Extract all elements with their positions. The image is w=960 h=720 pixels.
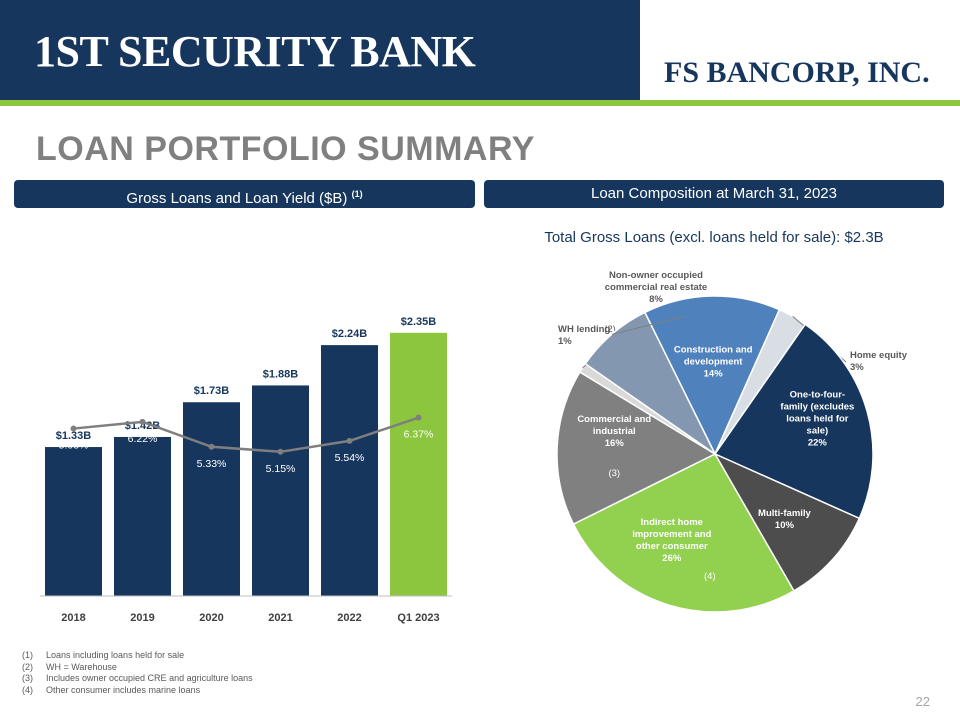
bar-value-label: $2.24B [332, 328, 368, 340]
pie-slice-non-owner-occupied-commercial-real-estate [584, 311, 716, 455]
x-tick-label: 2020 [199, 612, 223, 624]
bar-2020 [183, 402, 240, 596]
pie-footnote-ref: (4) [704, 571, 716, 582]
pie-slice-label: WH lending [558, 324, 610, 335]
pie-slice-label: development [684, 356, 743, 367]
x-tick-label: 2021 [268, 612, 292, 624]
yield-label: 6.22% [128, 433, 158, 445]
company-logo: FS BANCORP, INC. [664, 56, 930, 89]
loans-chart-title: Gross Loans and Loan Yield ($B) [126, 190, 348, 207]
yield-point [139, 418, 146, 425]
bar-value-label: $1.33B [56, 430, 92, 442]
pie-slice-label: sale) [807, 426, 829, 437]
bar-2019 [114, 436, 171, 596]
pie-slice-construction-and-development [643, 295, 781, 456]
bar-2021 [252, 385, 309, 596]
x-tick-label: 2022 [337, 612, 361, 624]
footnote-4: (4) Other consumer includes marine loans [22, 684, 201, 695]
page-number: 22 [915, 694, 930, 709]
bar-q1-2023 [390, 332, 447, 596]
pie-slice-percent: 14% [704, 368, 724, 379]
pie-leader-line [611, 315, 687, 335]
yield-point [346, 437, 353, 444]
pie-slice-percent: 3% [850, 362, 864, 373]
pie-slice-label: Construction and [674, 344, 753, 355]
bar-2022 [321, 345, 378, 596]
x-tick-label: 2018 [61, 612, 85, 624]
pie-slice-label: commercial real estate [605, 282, 707, 293]
footnote-2: (2) WH = Warehouse [22, 661, 117, 672]
pie-slice-label: loans held for [786, 414, 849, 425]
yield-label: 5.15% [266, 463, 296, 475]
gross-loans-bar-chart: $1.33B2018$1.42B2019$1.73B2020$1.88B2021… [40, 316, 452, 624]
yield-point [415, 414, 422, 421]
header-accent-rule [0, 100, 960, 106]
footnote-1: (1) Loans including loans held for sale [22, 650, 185, 660]
pie-slice-percent: 10% [775, 520, 795, 531]
pie-slice-percent: 26% [662, 553, 682, 564]
footnote-3: (3) Includes owner occupied CRE and agric… [22, 673, 253, 683]
pie-slice-percent: 8% [649, 294, 663, 305]
pie-footnote-ref: (3) [608, 468, 620, 479]
pie-slice-indirect-home-improvement-and-other-consumer [572, 453, 795, 613]
composition-chart-header: Loan Composition at March 31, 2023 [484, 180, 944, 208]
pie-slice-percent: 1% [558, 336, 572, 347]
yield-label: 5.54% [335, 452, 365, 464]
loans-chart-footnote-ref: (1) [351, 189, 363, 199]
composition-chart-title: Loan Composition at March 31, 2023 [591, 185, 837, 202]
pie-slice-label: Commercial and [577, 414, 651, 425]
pie-slice-label: Indirect home [641, 517, 703, 528]
pie-slice-label: improvement and [632, 529, 711, 540]
pie-slice-label: Non-owner occupied [609, 270, 703, 281]
yield-point [277, 448, 284, 455]
pie-slice-label: industrial [593, 426, 636, 437]
yield-label: 5.33% [197, 458, 227, 470]
total-gross-loans-label: Total Gross Loans (excl. loans held for … [544, 229, 884, 246]
pie-slice-label: other consumer [636, 541, 708, 552]
footnotes: (1) Loans including loans held for sale (… [22, 650, 253, 696]
yield-point [70, 425, 77, 432]
x-tick-label: 2019 [130, 612, 154, 624]
yield-label: 5.98% [59, 440, 89, 452]
pie-slice-multi-family [713, 452, 861, 592]
pie-footnote-ref: (2) [604, 324, 616, 335]
bar-2018 [45, 447, 102, 596]
yield-point [208, 443, 215, 450]
page-title: LOAN PORTFOLIO SUMMARY [36, 130, 535, 168]
header-logo-area [640, 0, 960, 100]
pie-slice-label: Multi-family [758, 508, 811, 519]
x-tick-label: Q1 2023 [397, 612, 439, 624]
yield-label: 6.37% [404, 429, 434, 441]
pie-slice-percent: 16% [605, 438, 625, 449]
bar-value-label: $1.73B [194, 385, 230, 397]
pie-slice-label: family (excludes [780, 402, 854, 413]
pie-slice-one-to-four-family-excludes-loans-held-for-sale [713, 323, 874, 520]
loans-chart-header: Gross Loans and Loan Yield ($B) (1) [14, 180, 475, 208]
pie-slice-commercial-and-industrial [556, 371, 717, 526]
pie-slice-percent: 22% [808, 438, 828, 449]
bar-value-label: $2.35B [401, 316, 437, 328]
bar-value-label: $1.88B [263, 368, 299, 380]
pie-slice-label: One-to-four- [790, 390, 845, 401]
yield-line [73, 416, 419, 454]
pie-slice-label: Home equity [850, 350, 908, 361]
bank-logo: 1ST SECURITY BANK [34, 27, 476, 76]
